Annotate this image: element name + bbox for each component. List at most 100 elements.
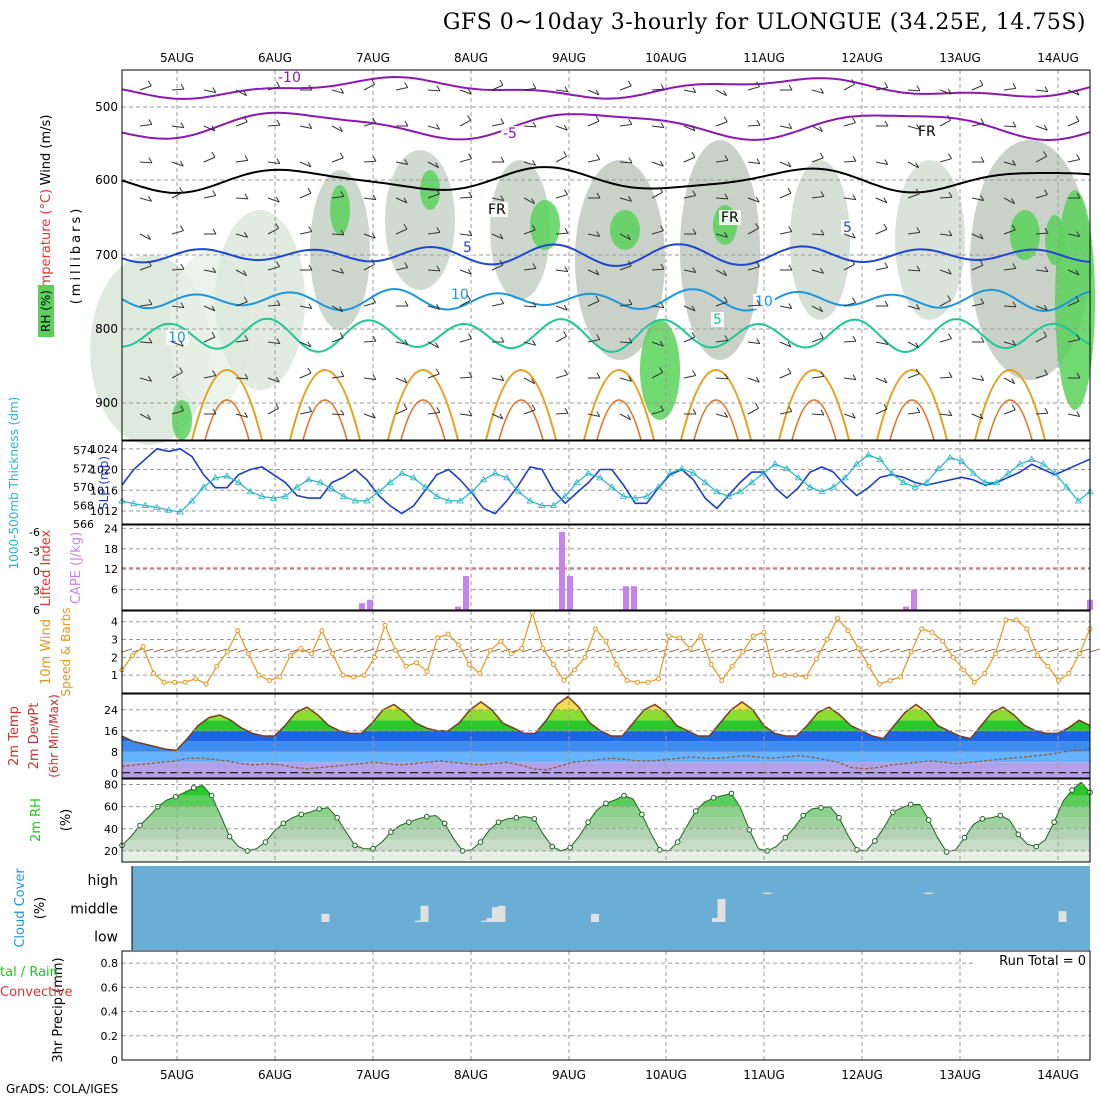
- wind-barb-feather: [531, 224, 536, 231]
- wind-barb-feather: [403, 377, 408, 384]
- thickness-point: [923, 478, 931, 485]
- wind-barb: [203, 305, 216, 312]
- wind-barb-feather: [724, 412, 728, 418]
- wind-barb: [683, 156, 696, 163]
- wind-speed-point: [224, 649, 230, 655]
- wind-barb-feather: [564, 369, 568, 375]
- wind-barb-10m: [921, 648, 932, 653]
- slp-line: [121, 447, 1091, 515]
- temp-contour-20: [583, 369, 655, 441]
- wind-barb-feather: [659, 160, 664, 167]
- wind-speed-point: [424, 669, 430, 675]
- wind-barb: [235, 89, 247, 97]
- wind-barb: [363, 263, 375, 271]
- slp-tick-label: 1016: [90, 484, 118, 497]
- wind-barb-feather: [915, 368, 920, 375]
- wind-barb-feather: [276, 338, 281, 344]
- precip-tick-label: 0.4: [101, 1006, 119, 1019]
- wind-speed-point: [203, 681, 209, 687]
- precip-axis-label: 3hr Precip (mm): [51, 957, 66, 1062]
- wind-barb-10m: [637, 648, 648, 653]
- wind-speed-point: [698, 633, 704, 639]
- wind-speed-point: [603, 638, 609, 644]
- wind-barb: [299, 192, 312, 199]
- wind-barb-feather: [915, 188, 920, 195]
- rh-band: [122, 784, 1090, 796]
- wind-barb: [427, 161, 439, 169]
- wind-barb-feather: [563, 331, 568, 337]
- wind-barb-feather: [372, 117, 376, 123]
- wind-barb-feather: [148, 299, 153, 305]
- wind-barb-feather: [436, 85, 441, 92]
- wind-barb: [1067, 89, 1080, 96]
- wind-barb: [619, 197, 632, 202]
- wind-barb: [843, 160, 857, 163]
- wind-barb-feather: [468, 371, 473, 378]
- rh-point: [943, 849, 950, 855]
- wind-barb-feather: [883, 377, 888, 384]
- wind-barb: [1003, 267, 1016, 271]
- wind-barb: [747, 161, 760, 165]
- wind-barb-feather: [403, 403, 408, 410]
- temp-tick-label: 8: [111, 746, 118, 759]
- contour-label-bg: [916, 124, 938, 139]
- wind-barb-10m: [185, 648, 196, 653]
- wind-tick-label: 2: [111, 651, 118, 664]
- wind-barb: [843, 263, 855, 271]
- wind-barb-feather: [340, 191, 345, 197]
- wind-barb: [715, 121, 728, 127]
- wind-barb: [779, 161, 792, 168]
- wind-barb-feather: [180, 405, 184, 411]
- wind-speed-point: [1034, 653, 1040, 659]
- wind-barb-10m: [879, 648, 890, 653]
- run-total-label: Run Total = 0: [999, 954, 1086, 969]
- contour-label-bg: [276, 70, 307, 85]
- wind-barb: [843, 122, 856, 127]
- temp-contour-20: [680, 369, 752, 441]
- thickness-point: [1027, 455, 1036, 462]
- wind-barb-10m: [963, 648, 974, 653]
- wind-speed-point: [813, 656, 819, 662]
- wind-speed-point: [372, 654, 378, 660]
- wind-barb: [459, 413, 472, 417]
- wind-barb-feather: [1044, 86, 1049, 92]
- wind-barb-feather: [819, 332, 824, 339]
- wind-barb: [971, 264, 984, 271]
- wind-barb: [171, 125, 184, 129]
- contour-label-bg: [486, 202, 508, 217]
- wind-barb: [1035, 89, 1048, 93]
- wind-barb-feather: [692, 87, 697, 93]
- cape-bar: [903, 606, 909, 610]
- wind-barb-feather: [244, 335, 249, 341]
- thickness-point: [386, 478, 394, 485]
- wind-speed-point: [445, 631, 451, 637]
- wind-barb: [747, 124, 761, 127]
- wind-barb: [843, 197, 856, 201]
- wind-barb: [587, 120, 600, 127]
- thickness-point: [433, 492, 441, 499]
- thickness-point: [468, 487, 476, 495]
- wind-barb-feather: [211, 125, 216, 132]
- y-tick-label: 600: [95, 173, 118, 187]
- wind-speed-point: [414, 660, 420, 666]
- rh-point: [782, 834, 789, 841]
- x-tick-label-bottom: 14AUG: [1037, 1068, 1079, 1082]
- wind-barb: [235, 159, 248, 163]
- wind-barb: [395, 161, 408, 165]
- contour-label: -5: [503, 126, 517, 142]
- wind-barb-feather: [1011, 378, 1016, 384]
- thickness-point: [164, 506, 173, 513]
- wind-barb-feather: [436, 124, 440, 130]
- wind-barb: [619, 377, 632, 382]
- wind-barb: [267, 377, 280, 383]
- wind-barb: [363, 197, 376, 201]
- wind-barb: [1035, 194, 1048, 199]
- cloud-unit-label: (%): [33, 897, 48, 920]
- wind-barb-feather: [564, 266, 569, 272]
- wind-barb: [267, 407, 279, 415]
- wind-barb: [139, 265, 152, 271]
- wind-barb-feather: [915, 342, 920, 348]
- wind-barb: [843, 83, 855, 91]
- temp-band: [122, 699, 1090, 710]
- wind-barb-feather: [916, 407, 921, 413]
